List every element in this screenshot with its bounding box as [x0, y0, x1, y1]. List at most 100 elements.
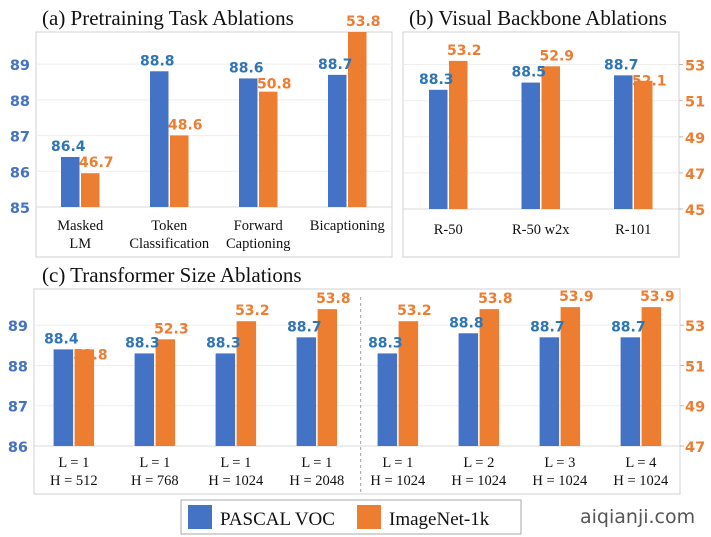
- bar-imagenet: [348, 32, 367, 207]
- legend-swatch-imagenet: [357, 505, 381, 529]
- panel-title: (c) Transformer Size Ablations: [42, 263, 302, 287]
- bar-pascal-voc: [53, 349, 74, 446]
- bar-pascal-voc: [328, 74, 347, 207]
- bar-pascal-voc: [239, 78, 258, 207]
- legend-label-pascal: PASCAL VOC: [220, 509, 335, 530]
- right-axis-tick: 45: [685, 203, 705, 219]
- category-label: L = 1: [58, 455, 89, 471]
- category-label: R-101: [615, 222, 651, 238]
- bar-pascal-voc: [150, 71, 169, 208]
- legend-frame: [180, 499, 522, 535]
- category-label: L = 2: [463, 455, 494, 471]
- bar-pascal-voc: [521, 82, 540, 209]
- data-label-pascal-voc: 88.7: [318, 57, 353, 73]
- bar-pascal-voc: [429, 89, 448, 209]
- panel-frame: [402, 31, 680, 258]
- category-label: Forward: [234, 218, 284, 234]
- watermark: aiqianji.com: [580, 506, 695, 528]
- category-label: H = 1024: [451, 473, 507, 489]
- data-label-imagenet: 53.9: [559, 289, 594, 305]
- category-label: H = 1024: [532, 473, 588, 489]
- bar-imagenet: [81, 173, 100, 207]
- bar-imagenet: [641, 307, 662, 446]
- bar-imagenet: [317, 309, 338, 446]
- panel-title: (a) Pretraining Task Ablations: [42, 6, 294, 30]
- category-label: L = 1: [301, 455, 332, 471]
- bar-pascal-voc: [61, 157, 80, 207]
- category-label: L = 4: [625, 455, 657, 471]
- category-label: R-50 w2x: [512, 222, 570, 238]
- panel-title: (b) Visual Backbone Ablations: [409, 6, 667, 30]
- category-label: L = 1: [220, 455, 251, 471]
- category-label: Masked: [57, 218, 104, 234]
- left-axis-tick: 89: [8, 319, 28, 335]
- category-label: L = 1: [139, 455, 170, 471]
- legend: PASCAL VOC ImageNet-1k: [180, 499, 522, 535]
- bar-imagenet: [449, 60, 468, 209]
- category-label: H = 2048: [289, 473, 344, 489]
- data-label-imagenet: 53.8: [346, 14, 381, 30]
- left-axis-tick: 89: [10, 58, 30, 74]
- category-label: H = 1024: [613, 473, 669, 489]
- bar-pascal-voc: [134, 353, 155, 446]
- data-label-pascal-voc: 88.7: [287, 319, 322, 335]
- category-label: Token: [151, 218, 188, 234]
- bar-pascal-voc: [539, 337, 560, 446]
- right-axis-tick: 53: [685, 319, 705, 335]
- panel-backbone-ablations: (b) Visual Backbone Ablations: [402, 6, 680, 258]
- bar-pascal-voc: [296, 337, 317, 446]
- bar-imagenet: [74, 349, 95, 446]
- left-axis-tick: 85: [10, 201, 30, 217]
- category-label: L = 3: [544, 455, 575, 471]
- data-label-pascal-voc: 88.5: [511, 65, 546, 81]
- left-axis-tick: 87: [10, 130, 30, 146]
- data-label-imagenet: 53.2: [235, 303, 270, 319]
- category-label: L = 1: [382, 455, 413, 471]
- bar-pascal-voc: [614, 75, 633, 209]
- category-label: H = 512: [50, 473, 98, 489]
- panel-2-marks: 86 87 88 89 47 49 51 53 88.451.8 L = 1 H = 512 88.3…: [8, 289, 705, 494]
- bar-imagenet: [155, 339, 176, 446]
- category-label: R-50: [434, 222, 463, 238]
- bar-imagenet: [634, 80, 653, 209]
- legend-label-imagenet: ImageNet-1k: [389, 509, 490, 530]
- data-label-imagenet: 48.6: [168, 117, 203, 133]
- data-label-pascal-voc: 88.7: [611, 319, 646, 335]
- panel-pretraining-ablations: (a) Pretraining Task Ablations: [35, 6, 393, 258]
- right-axis-tick: 47: [685, 167, 705, 183]
- data-label-imagenet: 52.9: [539, 48, 574, 64]
- data-label-imagenet: 52.3: [154, 321, 189, 337]
- category-label: H = 1024: [370, 473, 426, 489]
- bar-imagenet: [398, 321, 419, 446]
- bar-pascal-voc: [377, 353, 398, 446]
- data-label-pascal-voc: 86.4: [51, 139, 86, 155]
- panel-frame: [33, 288, 681, 495]
- data-label-pascal-voc: 88.8: [449, 315, 484, 331]
- bar-imagenet: [541, 66, 560, 209]
- category-label: LM: [69, 236, 91, 252]
- left-axis-tick: 87: [8, 400, 28, 416]
- data-label-imagenet: 53.8: [478, 291, 513, 307]
- data-label-imagenet: 46.7: [79, 155, 114, 171]
- left-axis-tick: 88: [10, 94, 30, 110]
- category-label: Bicaptioning: [310, 218, 385, 234]
- bar-imagenet: [236, 321, 257, 446]
- data-label-pascal-voc: 88.3: [206, 335, 241, 351]
- right-axis-tick: 51: [685, 359, 705, 375]
- data-label-imagenet: 52.1: [632, 73, 667, 89]
- panel-frame: [35, 31, 393, 258]
- bar-pascal-voc: [215, 353, 236, 446]
- bar-pascal-voc: [620, 337, 641, 446]
- data-label-pascal-voc: 88.8: [140, 53, 175, 69]
- panel-transformer-size-ablations: (c) Transformer Size Ablations: [33, 263, 681, 495]
- category-label: H = 768: [131, 473, 179, 489]
- category-label: Classification: [129, 236, 209, 252]
- bar-pascal-voc: [458, 333, 479, 446]
- right-axis-tick: 53: [685, 59, 705, 75]
- data-label-pascal-voc: 88.4: [44, 331, 79, 347]
- data-label-pascal-voc: 88.3: [368, 335, 403, 351]
- data-label-pascal-voc: 88.3: [419, 72, 454, 88]
- left-axis-tick: 86: [8, 440, 28, 456]
- data-label-imagenet: 51.8: [73, 347, 108, 363]
